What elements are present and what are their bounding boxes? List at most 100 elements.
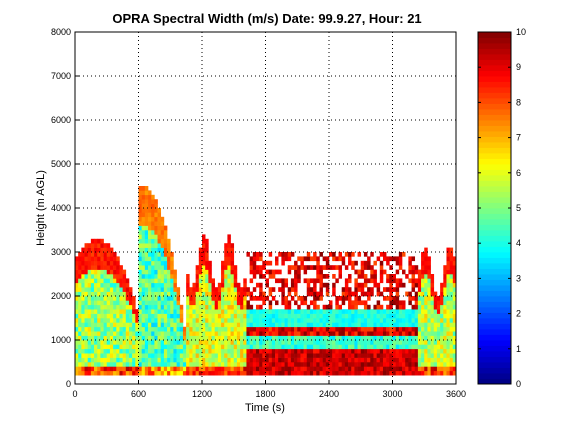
heatmap-cell xyxy=(214,326,219,332)
heatmap-cell xyxy=(94,265,98,270)
heatmap-cell xyxy=(382,313,387,319)
heatmap-cell xyxy=(151,238,155,244)
heatmap-cell xyxy=(319,274,323,279)
heatmap-cell xyxy=(224,260,228,266)
heatmap-cell xyxy=(449,260,454,266)
heatmap-cell xyxy=(421,313,425,319)
heatmap-cell xyxy=(182,340,187,345)
heatmap-cell xyxy=(382,344,387,350)
heatmap-cell xyxy=(198,322,203,328)
heatmap-cell xyxy=(151,252,155,257)
heatmap-cell xyxy=(373,340,377,345)
heatmap-cell xyxy=(259,326,263,332)
heatmap-cell xyxy=(211,344,215,350)
heatmap-cell xyxy=(243,370,247,376)
heatmap-cell xyxy=(370,370,374,376)
heatmap-cell xyxy=(75,287,79,292)
heatmap-cell xyxy=(144,326,149,332)
heatmap-cell xyxy=(240,348,244,354)
heatmap-cell xyxy=(449,335,454,341)
heatmap-cell xyxy=(446,335,450,341)
heatmap-cell xyxy=(449,300,454,306)
colorbar-tick-label: 10 xyxy=(516,27,526,37)
heatmap-cell xyxy=(452,296,457,301)
heatmap-cell xyxy=(332,331,336,336)
heatmap-cell xyxy=(411,348,416,354)
heatmap-cell xyxy=(281,357,285,363)
heatmap-cell xyxy=(332,335,336,341)
heatmap-cell xyxy=(313,313,317,319)
heatmap-cell xyxy=(205,366,209,372)
heatmap-cell xyxy=(313,309,317,314)
heatmap-cell xyxy=(224,265,228,270)
heatmap-cell xyxy=(427,256,431,262)
heatmap-cell xyxy=(84,265,88,270)
heatmap-cell xyxy=(154,238,158,244)
heatmap-cell xyxy=(224,291,228,297)
heatmap-cell xyxy=(351,252,355,257)
heatmap-cell xyxy=(246,326,250,332)
heatmap-cell xyxy=(90,362,95,367)
heatmap-cell xyxy=(141,309,146,314)
heatmap-cell xyxy=(202,335,206,341)
heatmap-cell xyxy=(138,357,142,363)
heatmap-cell xyxy=(84,322,88,328)
heatmap-cell xyxy=(148,296,152,301)
heatmap-cell xyxy=(97,274,101,279)
heatmap-cell xyxy=(389,370,393,376)
heatmap-cell xyxy=(303,256,308,262)
heatmap-cell xyxy=(408,313,412,319)
heatmap-cell xyxy=(363,322,368,328)
colorbar-step xyxy=(478,147,511,154)
heatmap-cell xyxy=(392,300,396,306)
heatmap-cell xyxy=(316,313,320,319)
heatmap-cell xyxy=(128,318,133,323)
heatmap-cell xyxy=(265,269,269,275)
heatmap-cell xyxy=(90,296,95,301)
heatmap-cell xyxy=(160,370,165,376)
heatmap-cell xyxy=(205,265,209,270)
heatmap-cell xyxy=(116,265,120,270)
heatmap-cell xyxy=(75,296,79,301)
heatmap-cell xyxy=(160,344,165,350)
heatmap-cell xyxy=(167,260,171,266)
heatmap-cell xyxy=(408,300,412,306)
heatmap-cell xyxy=(446,278,450,284)
heatmap-cell xyxy=(354,335,358,341)
heatmap-cell xyxy=(402,344,406,350)
y-axis-label: Height (m AGL) xyxy=(35,170,47,246)
heatmap-cell xyxy=(376,291,381,297)
heatmap-cell xyxy=(84,340,88,345)
heatmap-cell xyxy=(382,287,387,292)
heatmap-cell xyxy=(255,344,260,350)
heatmap-cell xyxy=(157,313,162,319)
heatmap-cell xyxy=(119,366,123,372)
heatmap-cell xyxy=(198,300,203,306)
heatmap-cell xyxy=(303,269,308,275)
heatmap-cell xyxy=(160,238,165,244)
heatmap-cell xyxy=(141,216,146,222)
heatmap-cell xyxy=(268,269,273,275)
colorbar-step xyxy=(478,169,511,176)
heatmap-cell xyxy=(87,282,92,288)
heatmap-cell xyxy=(160,274,165,279)
heatmap-cell xyxy=(195,344,200,350)
heatmap-cell xyxy=(243,335,247,341)
heatmap-cell xyxy=(427,300,431,306)
heatmap-cell xyxy=(427,291,431,297)
heatmap-cell xyxy=(122,309,127,314)
heatmap-cell xyxy=(335,300,339,306)
heatmap-cell xyxy=(103,243,108,248)
heatmap-cell xyxy=(376,340,381,345)
heatmap-cell xyxy=(265,340,269,345)
heatmap-cell xyxy=(255,348,260,354)
heatmap-cell xyxy=(262,357,266,363)
heatmap-cell xyxy=(138,265,142,270)
heatmap-cell xyxy=(373,313,377,319)
heatmap-cell xyxy=(341,340,346,345)
heatmap-cell xyxy=(332,287,336,292)
heatmap-cell xyxy=(195,357,200,363)
heatmap-cell xyxy=(259,252,263,257)
heatmap-cell xyxy=(281,260,285,266)
heatmap-cell xyxy=(348,304,352,310)
